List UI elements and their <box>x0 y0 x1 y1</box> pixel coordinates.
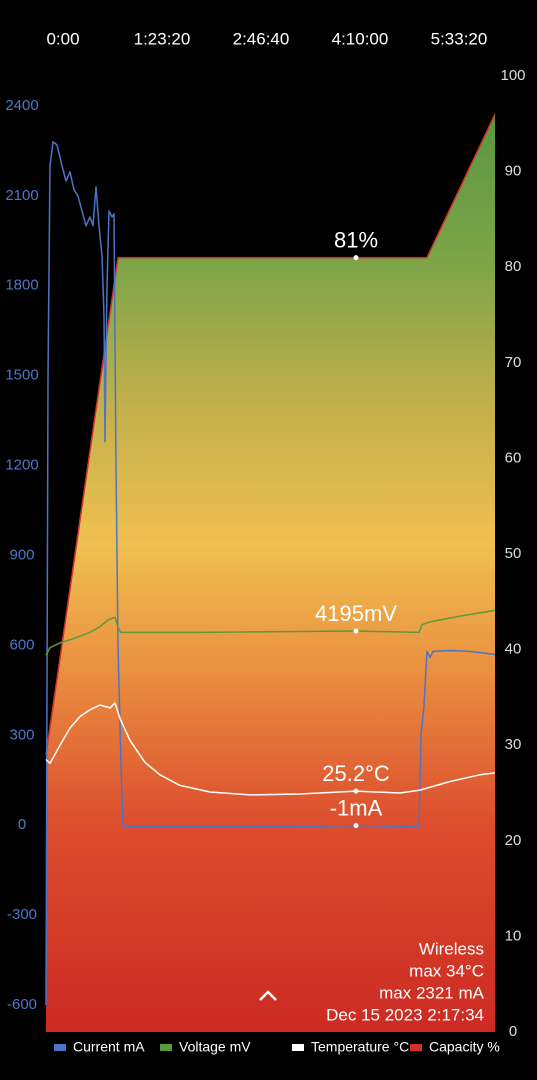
y2-tick-label: 30 <box>505 736 522 753</box>
legend-swatch <box>410 1044 422 1051</box>
value-label: 4195mV <box>315 601 397 626</box>
expand-chevron[interactable] <box>259 990 277 1001</box>
y2-tick-label: 70 <box>505 354 522 371</box>
annotation: Dec 15 2023 2:17:34 <box>326 1005 484 1024</box>
y2-tick-label: 90 <box>505 163 522 180</box>
annotation: max 2321 mA <box>379 983 485 1002</box>
value-label: 25.2°C <box>322 761 390 786</box>
y-tick-label: 2100 <box>5 187 38 204</box>
value-dot <box>353 788 359 794</box>
y2-tick-label: 0 <box>509 1023 517 1040</box>
value-label: -1mA <box>330 795 383 820</box>
y-tick-label: 600 <box>9 636 34 653</box>
value-label: 81% <box>334 227 378 252</box>
text-layer: 0:00 1:23:20 2:46:40 4:10:00 5:33:20 -600 -300… <box>5 29 525 1054</box>
legend-label: Current mA <box>73 1039 145 1055</box>
capacity-area <box>46 114 495 1032</box>
y2-tick-label: 50 <box>505 545 522 562</box>
series-line <box>45 609 496 656</box>
legend-swatch <box>292 1044 304 1051</box>
y-tick-label: 1200 <box>5 457 38 474</box>
y-tick-label: 0 <box>18 816 26 833</box>
y-tick-label: 2400 <box>5 97 38 114</box>
series-line <box>45 702 496 796</box>
area-layer <box>46 114 495 1032</box>
y2-tick-label: 40 <box>505 641 522 658</box>
y-tick-label: 1500 <box>5 367 38 384</box>
y-tick-label: 900 <box>9 546 34 563</box>
legend-swatch <box>160 1044 172 1051</box>
y2-tick-label: 80 <box>505 258 522 275</box>
y2-tick-label: 10 <box>505 927 522 944</box>
value-dot <box>353 255 359 261</box>
value-dot <box>353 823 359 829</box>
legend-label: Voltage mV <box>179 1039 251 1055</box>
x-tick-label: 2:46:40 <box>233 29 290 48</box>
y2-tick-label: 60 <box>505 449 522 466</box>
legend-swatch <box>54 1044 66 1051</box>
x-tick-label: 1:23:20 <box>134 29 191 48</box>
y-tick-label: 300 <box>9 726 34 743</box>
series-line <box>45 141 496 1006</box>
y2-tick-label: 20 <box>505 832 522 849</box>
y-tick-label: 1800 <box>5 277 38 294</box>
y2-tick-label: 100 <box>500 67 525 84</box>
y-tick-label: -600 <box>7 996 37 1013</box>
annotation: max 34°C <box>409 961 484 980</box>
annotation: Wireless <box>419 939 484 958</box>
x-tick-label: 5:33:20 <box>431 29 488 48</box>
legend-label: Capacity % <box>429 1039 500 1055</box>
value-dot <box>353 628 359 634</box>
legend-label: Temperature °C <box>311 1039 409 1055</box>
y-tick-label: -300 <box>7 906 37 923</box>
x-tick-label: 0:00 <box>46 29 79 48</box>
x-tick-label: 4:10:00 <box>332 29 389 48</box>
